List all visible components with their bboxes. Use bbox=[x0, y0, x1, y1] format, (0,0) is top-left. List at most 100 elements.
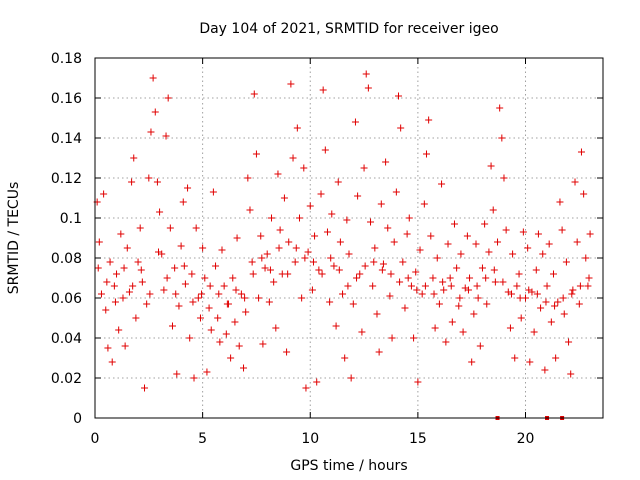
data-point bbox=[386, 292, 394, 300]
data-point bbox=[511, 354, 519, 362]
x-tick-label: 20 bbox=[517, 431, 535, 447]
data-point bbox=[149, 74, 157, 82]
data-point bbox=[410, 334, 418, 342]
data-point bbox=[229, 274, 237, 282]
data-point bbox=[414, 378, 422, 386]
data-point bbox=[371, 244, 379, 252]
data-point bbox=[164, 94, 172, 102]
data-point bbox=[274, 170, 282, 178]
data-point bbox=[209, 188, 217, 196]
data-point bbox=[261, 264, 269, 272]
data-point bbox=[190, 374, 198, 382]
data-point bbox=[524, 244, 532, 252]
x-axis-label: GPS time / hours bbox=[290, 458, 407, 474]
data-point bbox=[440, 286, 448, 294]
data-point bbox=[327, 254, 335, 262]
data-point bbox=[115, 326, 123, 334]
data-point bbox=[498, 134, 506, 142]
data-point bbox=[104, 344, 112, 352]
data-point bbox=[435, 300, 443, 308]
data-point bbox=[100, 190, 108, 198]
plot-frame bbox=[94, 57, 604, 419]
data-point bbox=[272, 324, 280, 332]
data-point bbox=[227, 354, 235, 362]
data-point bbox=[431, 324, 439, 332]
data-point bbox=[378, 266, 386, 274]
data-point bbox=[439, 278, 447, 286]
data-point bbox=[315, 266, 323, 274]
data-point bbox=[220, 282, 228, 290]
data-point bbox=[543, 282, 551, 290]
data-point bbox=[585, 274, 593, 282]
data-point bbox=[395, 92, 403, 100]
data-point bbox=[177, 242, 185, 250]
data-point bbox=[291, 258, 299, 266]
y-tick-label: 0.06 bbox=[51, 291, 82, 307]
data-point bbox=[244, 174, 252, 182]
data-point bbox=[309, 258, 317, 266]
data-point bbox=[146, 290, 154, 298]
data-point bbox=[285, 238, 293, 246]
data-point bbox=[258, 254, 266, 262]
data-point bbox=[549, 270, 557, 278]
data-point bbox=[266, 266, 274, 274]
data-point bbox=[438, 180, 446, 188]
data-point bbox=[525, 286, 533, 294]
data-point bbox=[293, 124, 301, 132]
data-point bbox=[166, 224, 174, 232]
data-point bbox=[539, 250, 547, 258]
data-point bbox=[483, 300, 491, 308]
y-axis-label: SRMTID / TECUs bbox=[6, 182, 22, 295]
data-point bbox=[223, 300, 231, 308]
data-point bbox=[241, 294, 249, 302]
data-point bbox=[129, 282, 137, 290]
chart-title: Day 104 of 2021, SRMTID for receiver ige… bbox=[199, 21, 498, 37]
x-tick-label: 5 bbox=[198, 431, 207, 447]
data-point bbox=[155, 248, 162, 256]
data-point bbox=[526, 358, 534, 366]
data-point bbox=[379, 260, 387, 268]
data-point bbox=[143, 300, 151, 308]
data-point bbox=[545, 240, 553, 248]
x-tick-label: 0 bbox=[91, 431, 100, 447]
data-point bbox=[198, 290, 206, 298]
data-point bbox=[554, 298, 562, 306]
data-point bbox=[513, 282, 521, 290]
data-point bbox=[448, 318, 456, 326]
data-point bbox=[429, 274, 437, 282]
data-point bbox=[474, 294, 482, 302]
data-point bbox=[384, 224, 392, 232]
data-point bbox=[289, 154, 297, 162]
data-point bbox=[246, 206, 254, 214]
data-point bbox=[317, 190, 325, 198]
data-point bbox=[189, 298, 197, 306]
data-point bbox=[235, 342, 243, 350]
data-point bbox=[175, 302, 183, 310]
data-point bbox=[364, 84, 372, 92]
data-point bbox=[163, 274, 171, 282]
data-point bbox=[356, 270, 364, 278]
data-point bbox=[141, 384, 149, 392]
data-point bbox=[97, 290, 105, 298]
data-point bbox=[534, 230, 542, 238]
data-point bbox=[533, 290, 541, 298]
data-point bbox=[476, 342, 484, 350]
data-point bbox=[562, 258, 570, 266]
data-point bbox=[353, 274, 361, 282]
data-point bbox=[472, 240, 480, 248]
data-point bbox=[276, 226, 284, 234]
data-point bbox=[123, 244, 131, 252]
data-point bbox=[482, 274, 490, 282]
data-point bbox=[156, 208, 164, 216]
data-point bbox=[110, 282, 118, 290]
data-point bbox=[335, 266, 343, 274]
data-point bbox=[233, 234, 241, 242]
data-point bbox=[196, 314, 204, 322]
data-point bbox=[214, 314, 222, 322]
data-point bbox=[168, 322, 176, 330]
y-tick-label: 0 bbox=[73, 411, 82, 427]
data-point bbox=[119, 294, 127, 302]
data-point bbox=[287, 80, 295, 88]
data-point bbox=[362, 70, 370, 78]
data-point bbox=[181, 280, 189, 288]
